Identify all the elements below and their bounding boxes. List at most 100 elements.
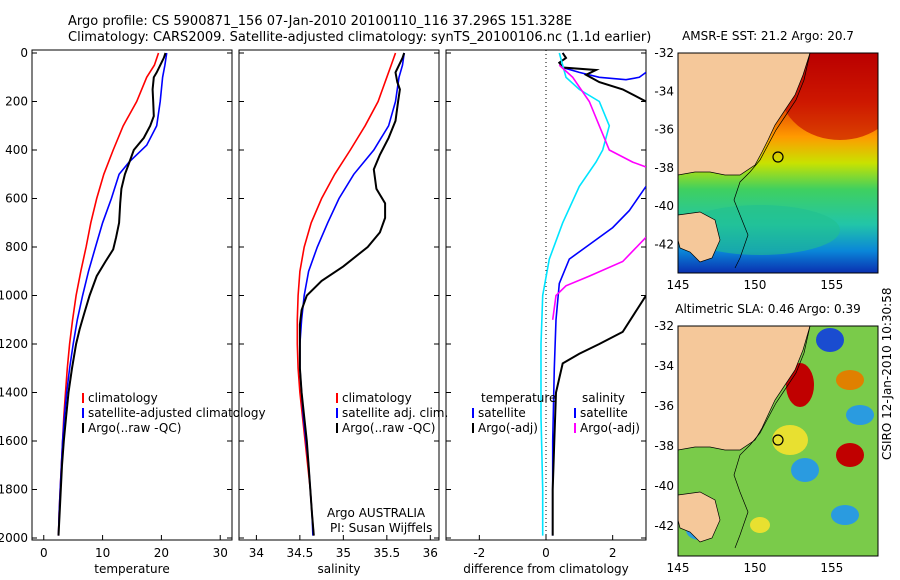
y-tick-label: 1600 xyxy=(0,434,28,448)
x-tick-label: 34.5 xyxy=(287,546,314,560)
map-y-tick-label: -42 xyxy=(654,519,674,533)
map-x-tick-label: 150 xyxy=(743,278,766,292)
sst-land-mainland xyxy=(678,53,811,176)
x-tick-label: 2 xyxy=(609,546,617,560)
series-group xyxy=(57,52,168,536)
sst-shelf-contour xyxy=(733,53,811,269)
map-y-tick-label: -38 xyxy=(654,161,674,175)
legend-entry: Argo(-adj) xyxy=(580,421,640,435)
y-tick-label: 2000 xyxy=(0,531,28,545)
legend-entry: climatology xyxy=(342,391,412,405)
legend-entry: Argo(..raw -QC) xyxy=(88,421,181,435)
series-line xyxy=(551,185,646,536)
legend-header: temperature xyxy=(481,391,556,405)
legend-entry: Argo(..raw -QC) xyxy=(342,421,435,435)
sst-land-tasmania xyxy=(678,211,721,263)
map-y-tick-label: -36 xyxy=(654,399,674,413)
sla-eddy-4 xyxy=(846,405,874,425)
sst-frame xyxy=(677,52,879,274)
map-x-tick-label: 145 xyxy=(667,278,690,292)
x-tick-label: 0 xyxy=(40,546,48,560)
map-y-tick-label: -34 xyxy=(654,84,674,98)
map-title: Altimetric SLA: 0.46 Argo: 0.39 xyxy=(675,302,860,316)
panel-frame xyxy=(238,49,440,541)
map-x-tick-label: 155 xyxy=(820,278,843,292)
panel-frame xyxy=(31,49,233,541)
sla-eddy-6 xyxy=(836,443,864,467)
map-y-tick-label: -40 xyxy=(654,199,674,213)
sla-eddy-5 xyxy=(772,425,808,455)
map-x-tick-label: 150 xyxy=(743,561,766,575)
x-tick-label: -2 xyxy=(473,546,485,560)
annotation-argo-australia: Argo AUSTRALIA xyxy=(327,506,426,520)
series-group xyxy=(296,52,406,536)
sla-eddy-10 xyxy=(831,505,859,525)
y-tick-label: 600 xyxy=(5,192,28,206)
x-tick-label: 35 xyxy=(336,546,351,560)
sla-argo-marker xyxy=(772,434,784,446)
map-y-tick-label: -36 xyxy=(654,123,674,137)
x-axis-label: salinity xyxy=(317,562,360,576)
series-line xyxy=(557,52,646,103)
x-tick-label: 34 xyxy=(249,546,264,560)
y-tick-label: 1800 xyxy=(0,483,28,497)
sla-shelf-contour xyxy=(733,326,811,549)
series-line xyxy=(298,52,406,536)
legend-entry: satellite adj. clim. xyxy=(342,406,448,420)
series-line xyxy=(296,52,397,536)
x-tick-label: 36 xyxy=(423,546,438,560)
x-tick-label: 20 xyxy=(154,546,169,560)
legend-entry: climatology xyxy=(88,391,158,405)
map-x-tick-label: 155 xyxy=(820,561,843,575)
y-tick-label: 1000 xyxy=(0,289,28,303)
sla-frame xyxy=(677,325,879,557)
sla-eddy-1 xyxy=(786,363,814,407)
map-y-tick-label: -34 xyxy=(654,359,674,373)
series-group xyxy=(540,52,646,536)
sla-map xyxy=(678,326,878,556)
sla-land-tasmania xyxy=(678,491,721,543)
sla-eddy-2 xyxy=(836,370,864,390)
map-x-tick-label: 145 xyxy=(667,561,690,575)
legend-entry: satellite xyxy=(478,406,526,420)
x-axis-label: temperature xyxy=(94,562,169,576)
y-tick-label: 0 xyxy=(20,46,28,60)
sla-eddy-3 xyxy=(816,328,844,352)
legend-entry: satellite xyxy=(580,406,628,420)
series-line xyxy=(551,294,646,536)
x-axis-label: difference from climatology xyxy=(463,562,629,576)
y-tick-label: 800 xyxy=(5,240,28,254)
title-line-2: Climatology: CARS2009. Satellite-adjuste… xyxy=(68,30,652,45)
sla-eddy-7 xyxy=(791,458,819,482)
title-line-1: Argo profile: CS 5900871_156 07-Jan-2010… xyxy=(68,14,573,29)
csiro-side-label: CSIRO 12-Jan-2010 10:30:58 xyxy=(880,288,894,460)
sla-land-mainland xyxy=(678,326,811,451)
sst-warm-core xyxy=(780,53,878,140)
map-title: AMSR-E SST: 21.2 Argo: 20.7 xyxy=(682,29,854,43)
x-tick-label: 10 xyxy=(95,546,110,560)
x-tick-label: 0 xyxy=(542,546,550,560)
sst-cool-band xyxy=(680,205,840,255)
map-y-tick-label: -38 xyxy=(654,439,674,453)
y-tick-label: 1200 xyxy=(0,337,28,351)
x-tick-label: 35.5 xyxy=(373,546,400,560)
map-y-tick-label: -40 xyxy=(654,479,674,493)
series-line xyxy=(558,64,646,168)
y-tick-label: 400 xyxy=(5,143,28,157)
series-line xyxy=(540,52,611,536)
series-line xyxy=(57,52,167,536)
sst-argo-marker xyxy=(772,151,784,163)
map-y-tick-label: -32 xyxy=(654,46,674,60)
legend-entry: satellite-adjusted climatology xyxy=(88,406,266,420)
annotation-pi: PI: Susan Wijffels xyxy=(330,521,432,535)
sla-eddy-8 xyxy=(750,517,770,533)
legend-entry: Argo(-adj) xyxy=(478,421,538,435)
x-tick-label: 30 xyxy=(213,546,228,560)
map-y-tick-label: -42 xyxy=(654,237,674,251)
series-line xyxy=(551,236,646,320)
y-tick-label: 1400 xyxy=(0,386,28,400)
sst-map xyxy=(678,53,878,273)
y-tick-label: 200 xyxy=(5,95,28,109)
legend-header: salinity xyxy=(582,391,625,405)
